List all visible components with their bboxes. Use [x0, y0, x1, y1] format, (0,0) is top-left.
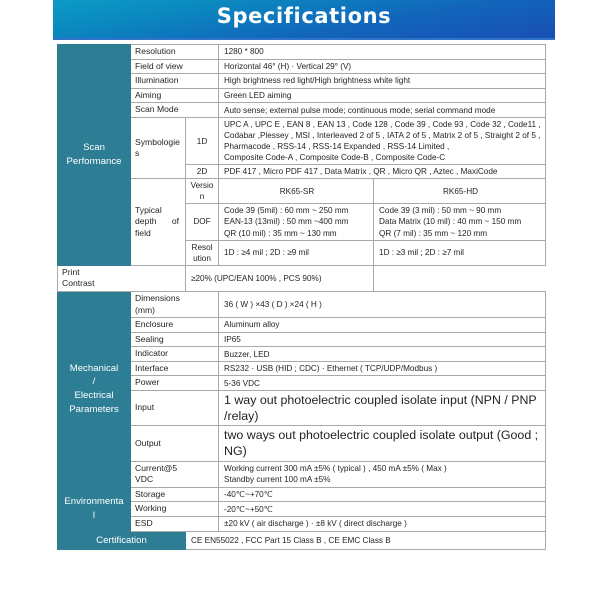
table-row: ESD ±20 kV ( air discharge ) · ±8 kV ( d…: [58, 515, 547, 532]
row-value-print-contrast: ≥20% (UPC/EAN 100% , PCS 90%): [184, 264, 375, 292]
row-value-sealing: IP65: [218, 331, 547, 348]
group-environmental: Environmenta l: [57, 486, 131, 532]
row-label-aiming: Aiming: [129, 87, 220, 104]
row-value-power: 5-36 VDC: [218, 375, 547, 392]
table-row: Field of view Horizontal 46° (H) · Verti…: [58, 58, 547, 75]
row-sublabel-dof: DOF: [184, 203, 220, 241]
row-value-resolution: 1280 * 800: [218, 44, 547, 60]
row-value-illumination: High brightness red light/High brightnes…: [218, 73, 547, 89]
group-certification: Certification: [57, 530, 186, 551]
table-row: Print Contrast ≥20% (UPC/EAN 100% , PCS …: [57, 264, 546, 292]
row-value-symbologies-1d: UPC A , UPC E , EAN 8 , EAN 13 , Code 12…: [218, 116, 547, 166]
row-value-enclosure: Aluminum alloy: [218, 317, 547, 333]
row-value-output: two ways out photoelectric coupled isola…: [218, 425, 547, 462]
row-value-scan-mode: Auto sense; external pulse mode; continu…: [218, 102, 547, 118]
table-row: Environmenta l Storage -40℃~+70℃: [57, 486, 547, 532]
row-label-resolution: Resolution: [129, 44, 220, 60]
row-value-current: Working current 300 mA ±5% ( typical ) ,…: [218, 460, 547, 488]
row-label-storage: Storage: [129, 486, 220, 503]
table-row: Aiming Green LED aiming: [58, 87, 547, 104]
row-label-enclosure: Enclosure: [129, 317, 220, 333]
row-label-sealing: Sealing: [129, 331, 220, 348]
row-label-dimensions: Dimensions (mm): [129, 290, 220, 319]
row-value-storage: -40℃~+70℃: [218, 486, 547, 503]
row-label-power: Power: [129, 375, 220, 392]
dof-hd: Code 39 (3 mil) : 50 mm ~ 90 mm Data Mat…: [373, 203, 547, 241]
row-sublabel-1d: 1D: [184, 116, 220, 166]
row-value-certification: CE EN55022 , FCC Part 15 Class B , CE EM…: [184, 530, 547, 551]
row-value-working: -20℃~+50℃: [218, 501, 547, 517]
table-row: Input 1 way out photoelectric coupled is…: [58, 390, 547, 427]
row-label-symbologies: Symbologie s: [130, 116, 186, 180]
group-mechanical-electrical: Mechanical / Electrical Parameters: [57, 290, 131, 488]
row-label-typical-depth-of-field: Typical depth of field: [130, 178, 186, 266]
row-value-symbologies-2d: PDF 417 , Micro PDF 417 , Data Matrix , …: [218, 164, 547, 180]
table-row: Typical depth of field Versio n RK65-SR …: [58, 178, 547, 266]
row-sublabel-2d: 2D: [184, 164, 220, 180]
row-label-input: Input: [129, 390, 220, 427]
row-sublabel-version: Versio n: [184, 178, 220, 205]
resolution-hd: 1D : ≥3 mil ; 2D : ≥7 mil: [373, 239, 547, 266]
table-row: Current@5 VDC Working current 300 mA ±5%…: [58, 460, 547, 488]
table-row: Power 5-36 VDC: [58, 375, 547, 392]
row-label-output: Output: [129, 425, 220, 462]
table-row: Illumination High brightness red light/H…: [58, 73, 547, 89]
page-banner: Specifications: [53, 0, 555, 38]
group-scan-performance: Scan Performance: [57, 44, 131, 266]
row-value-dimensions: 36 ( W ) ×43 ( D ) ×24 ( H ): [218, 290, 547, 319]
version-hd: RK65-HD: [373, 178, 547, 205]
row-label-print-contrast: Print Contrast: [57, 264, 186, 292]
table-row: Sealing IP65: [58, 331, 547, 348]
table-row: Certification CE EN55022 , FCC Part 15 C…: [57, 530, 547, 551]
table-row: Scan Mode Auto sense; external pulse mod…: [58, 102, 547, 118]
resolution-sr: 1D : ≥4 mil ; 2D : ≥9 mil: [218, 239, 375, 266]
table-row: Symbologie s 1D UPC A , UPC E , EAN 8 , …: [58, 116, 547, 180]
row-label-working: Working: [129, 501, 220, 517]
row-label-current: Current@5 VDC: [129, 460, 220, 488]
specifications-table: Scan Performance Resolution 1280 * 800 F…: [57, 44, 547, 551]
row-value-aiming: Green LED aiming: [218, 87, 547, 104]
row-value-interface: RS232 · USB (HID ; CDC) · Ethernet ( TCP…: [218, 360, 547, 377]
row-label-field-of-view: Field of view: [129, 58, 220, 75]
row-label-esd: ESD: [129, 515, 220, 532]
table-row: DOF Code 39 (5mil) : 60 mm ~ 250 mm EAN-…: [58, 203, 547, 241]
table-row: Scan Performance Resolution 1280 * 800: [57, 44, 547, 266]
table-row: Output two ways out photoelectric couple…: [58, 425, 547, 462]
table-row: Indicator Buzzer, LED: [58, 346, 547, 362]
table-row: Mechanical / Electrical Parameters Dimen…: [57, 290, 547, 488]
version-sr: RK65-SR: [218, 178, 375, 205]
row-label-indicator: Indicator: [129, 346, 220, 362]
table-row: Enclosure Aluminum alloy: [58, 317, 547, 333]
row-value-field-of-view: Horizontal 46° (H) · Vertical 29° (V): [218, 58, 547, 75]
row-sublabel-resolution: Resol ution: [184, 239, 220, 266]
table-row: Working -20℃~+50℃: [58, 501, 547, 517]
row-label-scan-mode: Scan Mode: [129, 102, 220, 118]
table-row: Interface RS232 · USB (HID ; CDC) · Ethe…: [58, 360, 547, 377]
banner-underline: [53, 38, 555, 40]
row-value-esd: ±20 kV ( air discharge ) · ±8 kV ( direc…: [218, 515, 547, 532]
row-value-input: 1 way out photoelectric coupled isolate …: [218, 390, 547, 427]
row-label-interface: Interface: [129, 360, 220, 377]
row-value-indicator: Buzzer, LED: [218, 346, 547, 362]
dof-sr: Code 39 (5mil) : 60 mm ~ 250 mm EAN-13 (…: [218, 203, 375, 241]
page-title: Specifications: [216, 4, 392, 28]
row-label-illumination: Illumination: [129, 73, 220, 89]
